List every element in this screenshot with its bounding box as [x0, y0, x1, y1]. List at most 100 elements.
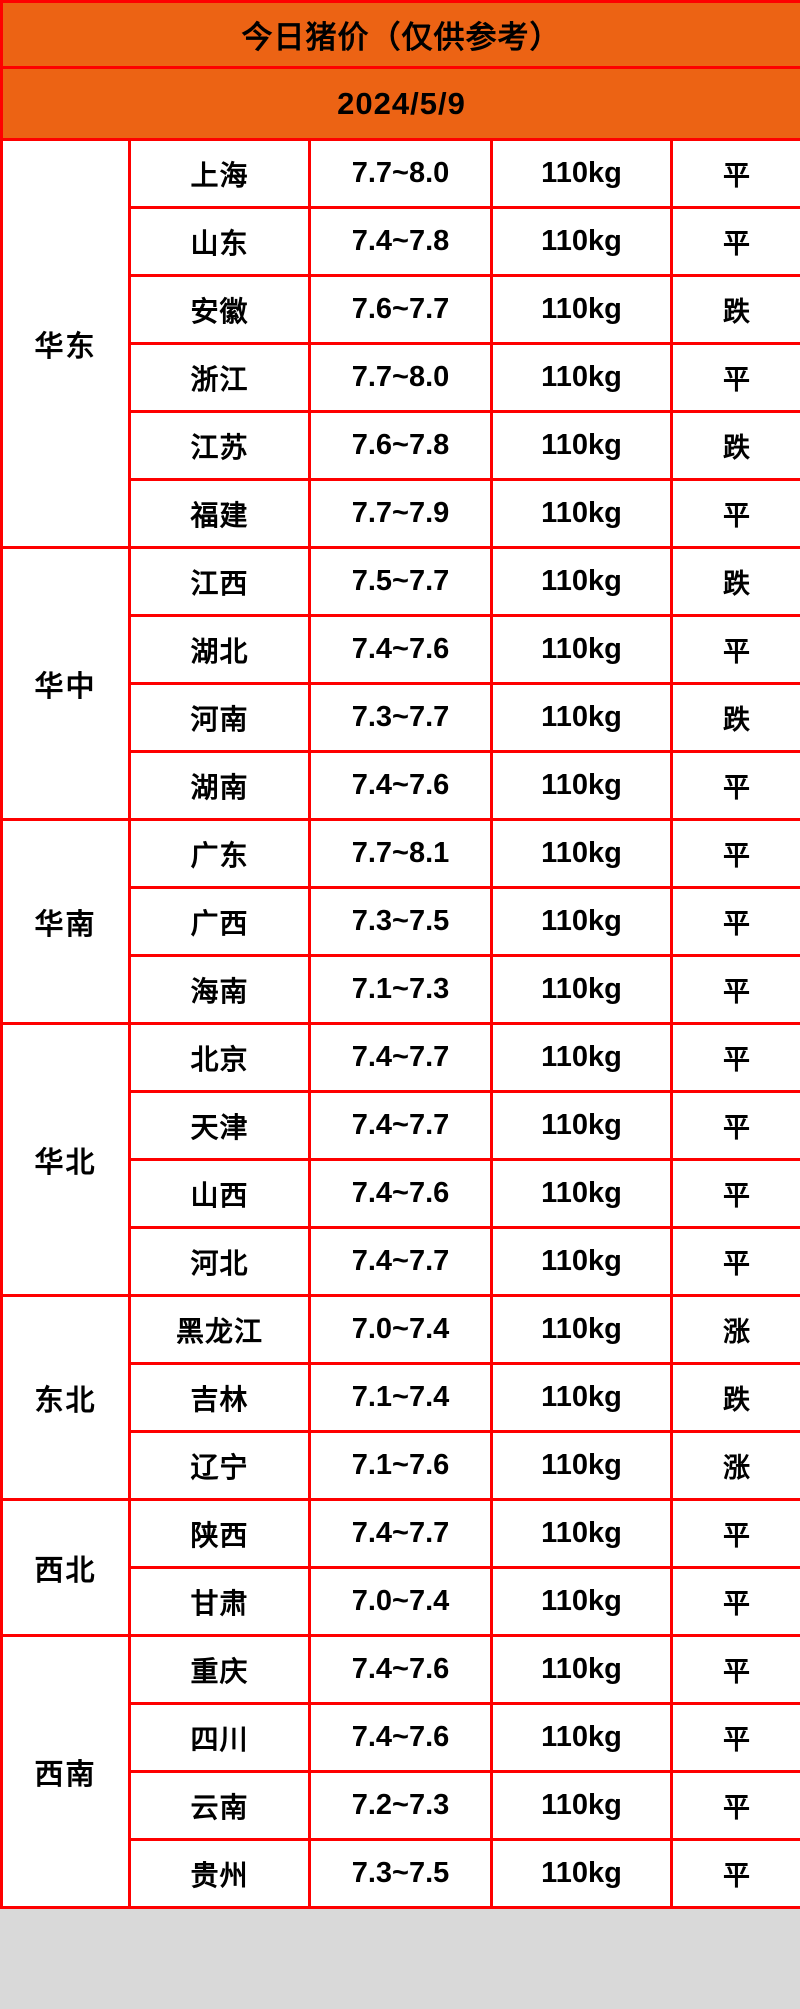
trend-cell: 平 — [669, 206, 800, 277]
weight-cell: 110kg — [490, 1294, 673, 1365]
price-cell: 7.0~7.4 — [308, 1294, 493, 1365]
price-cell: 7.4~7.7 — [308, 1226, 493, 1297]
price-table-body: 华东 上海 7.7~8.0 110kg 平山东 7.4~7.8 110kg 平安徽 7.6~7.… — [0, 138, 800, 1909]
price-cell: 7.4~7.7 — [308, 1498, 493, 1569]
weight-cell: 110kg — [490, 886, 673, 957]
table-row: 华南 广东 7.7~8.1 110kg 平 — [0, 818, 800, 1025]
province-cell: 浙江 — [128, 342, 311, 413]
table-row: 河北 7.4~7.7 110kg 平 — [2, 1226, 800, 1297]
province-cell: 黑龙江 — [128, 1294, 311, 1365]
table-row: 山西 7.4~7.6 110kg 平 — [2, 1158, 800, 1229]
weight-cell: 110kg — [490, 1498, 673, 1569]
price-cell: 7.1~7.4 — [308, 1362, 493, 1433]
weight-cell: 110kg — [490, 1634, 673, 1705]
weight-cell: 110kg — [490, 818, 673, 889]
price-table: 今日猪价（仅供参考） 2024/5/9 华东 上海 7.7~8.0 110kg 平山东 7… — [0, 0, 800, 1909]
weight-cell: 110kg — [490, 1838, 673, 1909]
trend-cell: 平 — [669, 1702, 800, 1773]
date: 2024/5/9 — [0, 66, 800, 141]
province-cell: 湖北 — [128, 614, 311, 685]
trend-cell: 平 — [669, 886, 800, 957]
table-row: 广西 7.3~7.5 110kg 平 — [2, 886, 800, 957]
table-row: 山东 7.4~7.8 110kg 平 — [2, 206, 800, 277]
weight-cell: 110kg — [490, 1090, 673, 1161]
table-row: 四川 7.4~7.6 110kg 平 — [2, 1702, 800, 1773]
table-row: 华中 江西 7.5~7.7 110kg 跌 — [0, 546, 800, 821]
province-cell: 福建 — [128, 478, 311, 549]
table-row: 安徽 7.6~7.7 110kg 跌 — [2, 274, 800, 345]
trend-cell: 跌 — [669, 410, 800, 481]
trend-cell: 平 — [669, 1566, 800, 1637]
region-cell: 西南 — [0, 1634, 131, 1909]
table-row: 东北 黑龙江 7.0~7.4 110kg 涨 — [0, 1294, 800, 1501]
page-title: 今日猪价（仅供参考） — [0, 0, 800, 69]
weight-cell: 110kg — [490, 1566, 673, 1637]
weight-cell: 110kg — [490, 138, 673, 209]
weight-cell: 110kg — [490, 1226, 673, 1297]
province-cell: 山东 — [128, 206, 311, 277]
price-cell: 7.4~7.7 — [308, 1090, 493, 1161]
province-cell: 云南 — [128, 1770, 311, 1841]
weight-cell: 110kg — [490, 546, 673, 617]
price-cell: 7.4~7.8 — [308, 206, 493, 277]
price-cell: 7.6~7.7 — [308, 274, 493, 345]
price-cell: 7.5~7.7 — [308, 546, 493, 617]
trend-cell: 平 — [669, 342, 800, 413]
table-row: 云南 7.2~7.3 110kg 平 — [2, 1770, 800, 1841]
trend-cell: 平 — [669, 614, 800, 685]
price-cell: 7.0~7.4 — [308, 1566, 493, 1637]
province-cell: 江西 — [128, 546, 311, 617]
weight-cell: 110kg — [490, 750, 673, 821]
price-cell: 7.4~7.6 — [308, 614, 493, 685]
province-cell: 山西 — [128, 1158, 311, 1229]
weight-cell: 110kg — [490, 410, 673, 481]
date-row: 2024/5/9 — [0, 66, 800, 141]
price-cell: 7.7~8.0 — [308, 138, 493, 209]
weight-cell: 110kg — [490, 1158, 673, 1229]
price-cell: 7.7~8.0 — [308, 342, 493, 413]
price-cell: 7.4~7.6 — [308, 1702, 493, 1773]
price-cell: 7.1~7.3 — [308, 954, 493, 1025]
province-cell: 上海 — [128, 138, 311, 209]
province-cell: 甘肃 — [128, 1566, 311, 1637]
price-cell: 7.3~7.5 — [308, 886, 493, 957]
price-cell: 7.7~7.9 — [308, 478, 493, 549]
province-cell: 贵州 — [128, 1838, 311, 1909]
region-cell: 东北 — [0, 1294, 131, 1501]
province-cell: 重庆 — [128, 1634, 311, 1705]
province-cell: 四川 — [128, 1702, 311, 1773]
trend-cell: 跌 — [669, 682, 800, 753]
trend-cell: 跌 — [669, 274, 800, 345]
price-cell: 7.1~7.6 — [308, 1430, 493, 1501]
price-cell: 7.4~7.6 — [308, 1158, 493, 1229]
table-row: 天津 7.4~7.7 110kg 平 — [2, 1090, 800, 1161]
table-row: 辽宁 7.1~7.6 110kg 涨 — [2, 1430, 800, 1501]
table-row: 河南 7.3~7.7 110kg 跌 — [2, 682, 800, 753]
weight-cell: 110kg — [490, 1430, 673, 1501]
region-cell: 华南 — [0, 818, 131, 1025]
trend-cell: 平 — [669, 1634, 800, 1705]
table-row: 江苏 7.6~7.8 110kg 跌 — [2, 410, 800, 481]
province-cell: 河北 — [128, 1226, 311, 1297]
table-row: 湖北 7.4~7.6 110kg 平 — [2, 614, 800, 685]
province-cell: 安徽 — [128, 274, 311, 345]
table-row: 甘肃 7.0~7.4 110kg 平 — [2, 1566, 800, 1637]
province-cell: 陕西 — [128, 1498, 311, 1569]
price-cell: 7.7~8.1 — [308, 818, 493, 889]
province-cell: 湖南 — [128, 750, 311, 821]
weight-cell: 110kg — [490, 1022, 673, 1093]
table-row: 福建 7.7~7.9 110kg 平 — [2, 478, 800, 549]
trend-cell: 平 — [669, 1090, 800, 1161]
region-cell: 华北 — [0, 1022, 131, 1297]
trend-cell: 平 — [669, 1022, 800, 1093]
weight-cell: 110kg — [490, 342, 673, 413]
province-cell: 辽宁 — [128, 1430, 311, 1501]
weight-cell: 110kg — [490, 1770, 673, 1841]
weight-cell: 110kg — [490, 614, 673, 685]
weight-cell: 110kg — [490, 1702, 673, 1773]
table-row: 华东 上海 7.7~8.0 110kg 平 — [0, 138, 800, 549]
table-row: 华北 北京 7.4~7.7 110kg 平 — [0, 1022, 800, 1297]
weight-cell: 110kg — [490, 206, 673, 277]
price-cell: 7.2~7.3 — [308, 1770, 493, 1841]
